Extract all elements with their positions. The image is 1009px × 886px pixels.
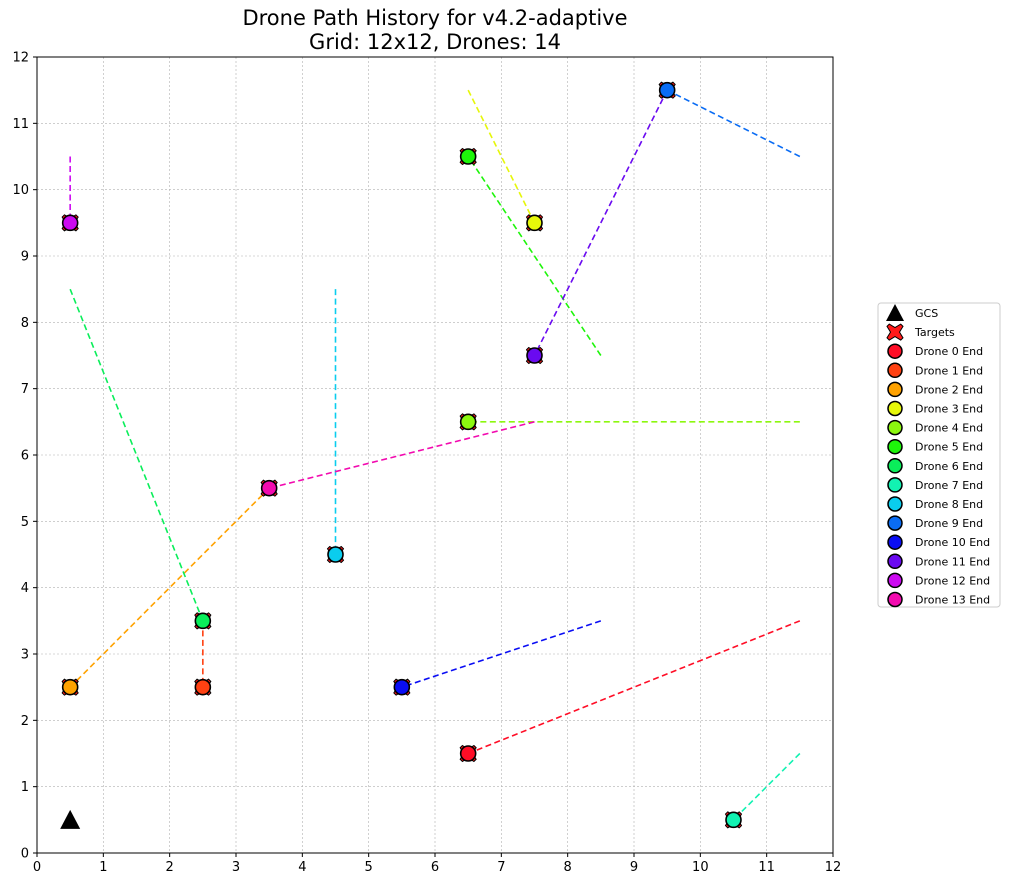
legend-targets-marker	[886, 323, 904, 341]
x-tick-label: 0	[33, 860, 41, 875]
legend-swatch	[887, 534, 903, 550]
legend-label: Drone 3 End	[915, 403, 983, 416]
legend-swatch	[887, 515, 903, 531]
legend-swatch	[887, 419, 903, 436]
gcs-marker	[60, 809, 81, 829]
drone-end-marker	[327, 546, 344, 563]
legend-label: Drone 10 End	[915, 536, 990, 549]
drone-end-marker	[725, 811, 742, 829]
x-tick-label: 3	[232, 860, 240, 875]
y-tick-label: 7	[21, 382, 29, 397]
chart-title-line2: Grid: 12x12, Drones: 14	[309, 30, 561, 54]
drone-path-line	[533, 89, 668, 356]
x-tick-label: 6	[431, 860, 439, 875]
x-tick-label: 10	[692, 860, 709, 875]
legend-swatch	[887, 496, 903, 512]
y-tick-label: 0	[21, 847, 29, 862]
legend-swatch	[887, 553, 903, 570]
y-tick-label: 12	[12, 51, 29, 66]
drone-path-line	[467, 620, 801, 755]
y-tick-label: 1	[21, 780, 29, 795]
legend-label: Drone 12 End	[915, 574, 990, 587]
legend-label: Drone 7 End	[915, 479, 983, 492]
y-tick-label: 6	[21, 449, 29, 464]
legend-swatch	[887, 438, 903, 455]
drone-end-marker	[194, 612, 212, 630]
drone-end-markers	[61, 81, 742, 829]
legend-swatch	[887, 362, 903, 379]
drone-end-marker	[459, 413, 477, 431]
legend: GCS Targets Drone 0 End Drone 1 End Drone 2 …	[877, 302, 1001, 608]
y-tick-label: 11	[12, 117, 29, 132]
x-tick-label: 7	[497, 860, 505, 875]
drone-end-marker	[393, 678, 411, 696]
drone-path-line	[401, 620, 602, 688]
legend-label: Drone 4 End	[915, 422, 983, 435]
y-tick-label: 4	[21, 581, 29, 596]
drone-end-marker	[526, 214, 543, 232]
grid	[36, 56, 834, 854]
drone-path-line	[268, 421, 535, 489]
drone-end-marker	[61, 214, 79, 232]
y-tick-label: 5	[21, 515, 29, 530]
legend-label: Drone 5 End	[915, 441, 983, 454]
drone-end-marker	[526, 347, 543, 364]
drone-end-marker	[61, 678, 79, 696]
legend-label: Drone 0 End	[915, 345, 983, 358]
y-tick-label: 2	[21, 714, 29, 729]
legend-label: GCS	[915, 307, 938, 320]
drone-end-marker	[194, 678, 212, 696]
legend-swatch	[887, 458, 903, 474]
legend-gcs-marker	[886, 304, 904, 321]
legend-label: Drone 1 End	[915, 364, 983, 377]
drone-end-marker	[459, 148, 477, 165]
legend-swatch	[887, 400, 903, 417]
legend-label: Targets	[914, 326, 955, 339]
legend-label: Drone 6 End	[915, 460, 983, 473]
legend-label: Drone 11 End	[915, 555, 990, 568]
x-tick-label: 12	[825, 860, 842, 875]
x-tick-label: 8	[564, 860, 572, 875]
drone-paths	[69, 89, 801, 821]
y-tick-label: 3	[21, 648, 29, 663]
x-tick-label: 9	[630, 860, 638, 875]
x-tick-label: 11	[758, 860, 775, 875]
drone-path-line	[666, 89, 801, 158]
y-tick-label: 8	[21, 316, 29, 331]
x-tick-label: 2	[166, 860, 174, 875]
x-tick-label: 4	[298, 860, 306, 875]
drone-end-marker	[658, 81, 676, 99]
drone-path-line	[732, 752, 801, 821]
y-tick-label: 10	[12, 183, 29, 198]
y-tick-label: 9	[21, 250, 29, 265]
drone-path-line	[467, 89, 536, 224]
legend-swatch	[887, 591, 903, 608]
legend-swatch	[887, 343, 903, 359]
gcs-marker-group	[60, 809, 81, 829]
x-tick-label: 1	[99, 860, 107, 875]
legend-label: Drone 2 End	[915, 383, 983, 396]
drone-path-line	[467, 156, 602, 356]
legend-label: Drone 13 End	[915, 594, 990, 607]
legend-swatch	[887, 572, 903, 589]
legend-box	[877, 302, 1001, 608]
legend-swatch	[887, 477, 903, 493]
drone-end-marker	[260, 479, 278, 497]
drone-end-marker	[459, 745, 477, 762]
legend-label: Drone 8 End	[915, 498, 983, 511]
drone-path-line	[69, 288, 204, 622]
legend-label: Drone 9 End	[915, 517, 983, 530]
x-tick-label: 5	[365, 860, 373, 875]
chart-title-line1: Drone Path History for v4.2-adaptive	[242, 6, 627, 30]
legend-swatch	[887, 381, 903, 398]
